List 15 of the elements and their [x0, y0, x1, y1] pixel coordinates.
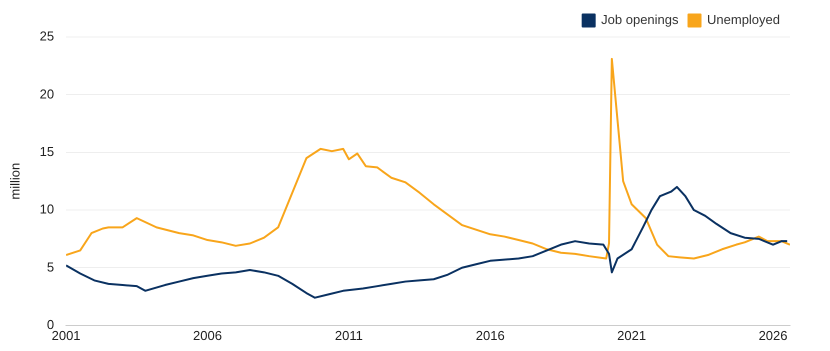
- y-tick-label: 25: [40, 28, 54, 44]
- y-tick-label: 5: [46, 259, 54, 274]
- y-tick-label: 20: [40, 86, 54, 102]
- x-tick-label: 2011: [334, 328, 363, 343]
- x-tick-label: 2021: [617, 328, 646, 343]
- legend-label: Job openings: [601, 12, 680, 28]
- y-tick-label: 0: [46, 316, 54, 332]
- y-tick-label: 10: [40, 202, 54, 217]
- x-tick-label: 2026: [758, 328, 788, 343]
- y-tick-label: 15: [40, 144, 54, 159]
- x-tick-label: 2016: [476, 328, 505, 343]
- y-axis-title: million: [7, 162, 22, 200]
- legend-label: Unemployed: [707, 12, 780, 28]
- x-tick-label: 2001: [52, 328, 81, 343]
- x-tick-label: 2006: [192, 328, 222, 343]
